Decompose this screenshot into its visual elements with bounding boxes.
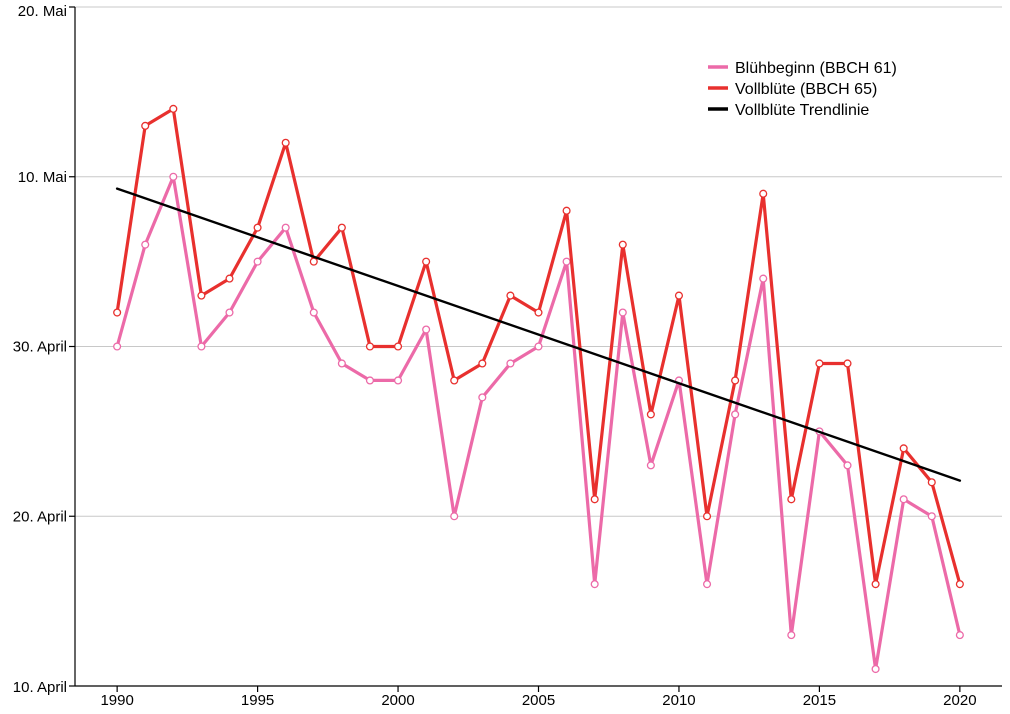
data-point [927,478,936,487]
x-tick-label: 2010 [662,692,695,709]
axes: 10. April 20. April 30. April 10. Mai 20. Ma… [13,3,1002,709]
data-point [899,444,908,453]
data-point [478,393,487,402]
legend-label: Blühbeginn (BBCH 61) [735,60,897,77]
data-point [871,664,880,674]
data-point [618,240,627,249]
x-tick-label: 2020 [943,692,976,709]
data-point [113,308,122,317]
data-point [337,359,346,368]
x-tick-label: 2005 [522,692,555,709]
data-point [731,410,740,419]
y-tick-label: 10. Mai [18,169,67,186]
data-point [253,223,262,232]
data-point [225,274,234,283]
data-point [702,512,712,521]
data-point [225,308,234,317]
data-point [731,376,740,385]
data-point [365,342,375,351]
grid-lines [75,6,1002,517]
data-point [534,308,543,317]
data-point [281,223,290,232]
data-point [759,189,768,198]
y-tick-label: 20. Mai [18,3,67,20]
x-tick-label: 2015 [803,692,836,709]
data-point [141,240,150,249]
series-line-2 [115,187,962,482]
data-point [197,342,206,351]
x-tick-label: 1990 [100,692,133,709]
data-point [450,512,459,521]
data-point [337,223,346,232]
data-point [281,138,290,147]
y-tick-label: 20. April [13,508,67,525]
data-point [478,359,487,368]
data-point [702,580,712,589]
data-point [506,291,515,300]
data-point [899,495,908,504]
legend: Blühbeginn (BBCH 61) Vollblüte (BBCH 65) V… [708,60,897,119]
data-point [506,359,515,368]
y-tick-label: 10. April [13,679,67,696]
data-point [393,342,403,351]
data-point [759,274,768,283]
legend-label: Vollblüte (BBCH 65) [735,81,877,98]
x-tick-label: 2000 [381,692,414,709]
series-layer [113,104,964,674]
data-point [309,257,318,266]
data-point [674,291,684,300]
data-point [843,461,852,470]
data-point [927,512,936,521]
data-point [393,376,403,385]
data-point [590,495,599,504]
data-point [618,308,627,317]
data-point [646,461,655,470]
data-point [871,580,880,589]
data-point [422,325,431,334]
data-point [422,257,431,266]
data-point [113,342,122,351]
y-tick-label: 30. April [13,339,67,356]
data-point [562,257,571,266]
data-point [169,104,178,113]
data-point [562,206,571,215]
data-point [955,580,964,589]
data-point [365,376,375,385]
legend-label: Vollblüte Trendlinie [735,102,869,119]
data-point [787,631,796,640]
data-point [534,342,543,351]
data-point [646,410,655,419]
data-point [309,308,318,317]
data-point [815,359,824,368]
data-point [450,376,459,385]
data-point [197,291,206,300]
x-tick-label: 1995 [241,692,274,709]
data-point [169,172,178,181]
data-point [787,495,796,504]
data-point [141,121,150,130]
data-point [955,631,964,640]
data-point [843,359,852,368]
data-point [253,257,262,266]
data-point [590,580,599,589]
